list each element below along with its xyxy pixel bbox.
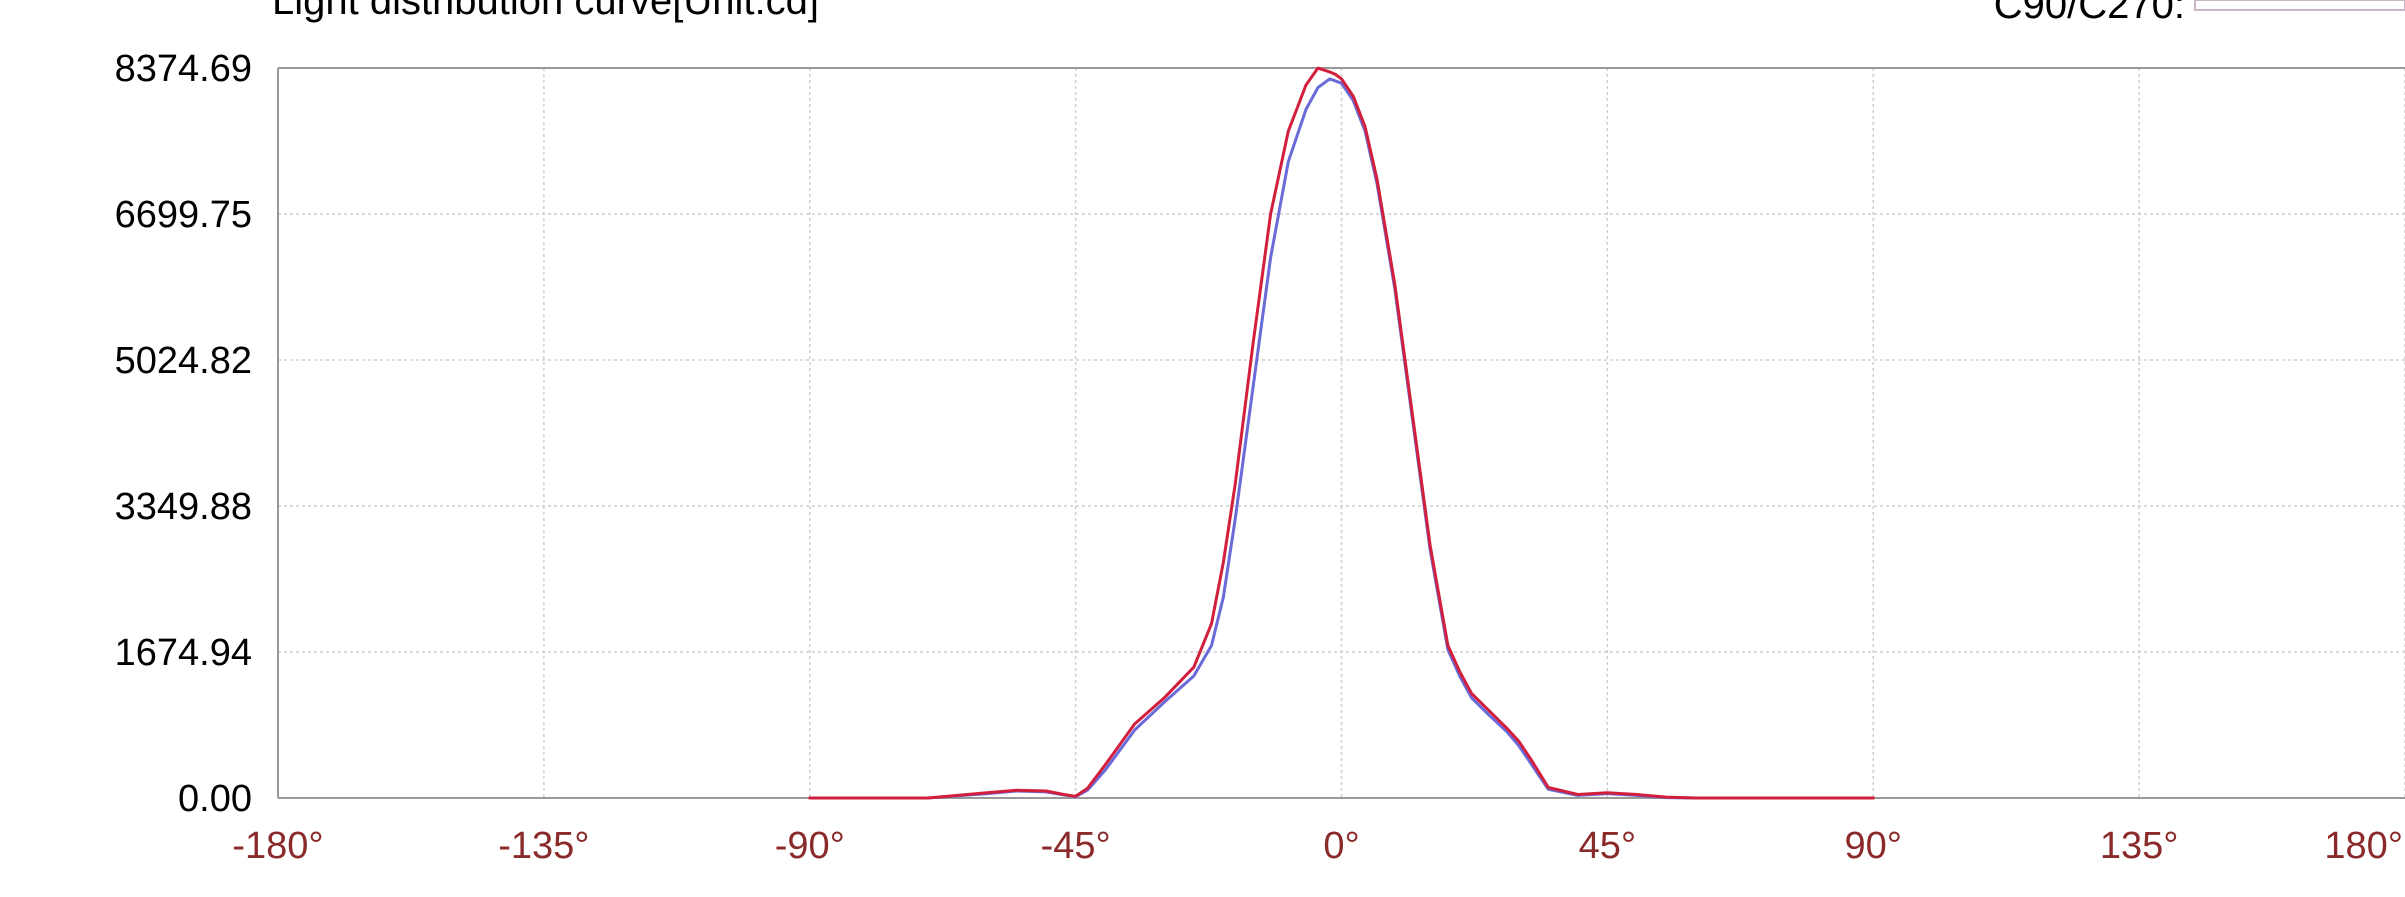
x-tick-label: 135° bbox=[2100, 825, 2179, 867]
y-tick-label: 5024.82 bbox=[115, 340, 252, 382]
x-tick-label: -180° bbox=[232, 825, 323, 867]
series-lines bbox=[808, 66, 1875, 800]
x-tick-label: 0° bbox=[1323, 825, 1359, 867]
series-line-0 bbox=[808, 66, 1875, 800]
y-tick-label: 3349.88 bbox=[115, 486, 252, 528]
legend-swatch bbox=[2194, 0, 2405, 11]
legend-label: C90/C270: bbox=[1994, 0, 2185, 27]
x-tick-label: 90° bbox=[1845, 825, 1902, 867]
series-line-1 bbox=[808, 77, 1875, 800]
y-tick-label: 6699.75 bbox=[115, 194, 252, 236]
x-tick-label: -45° bbox=[1041, 825, 1111, 867]
y-tick-label: 0.00 bbox=[178, 778, 252, 820]
y-tick-label: 1674.94 bbox=[115, 632, 252, 674]
y-tick-label: 8374.69 bbox=[115, 48, 252, 90]
grid bbox=[278, 68, 2405, 798]
chart-title: Light distribution curve[Unit:cd] bbox=[272, 0, 819, 23]
x-axis-ticks: -180° -135° -90° -45° 0° 45° 90° 135° 180° bbox=[232, 825, 2403, 867]
y-axis-ticks: 0.00 1674.94 3349.88 5024.82 6699.75 8374.69 bbox=[115, 48, 252, 820]
plot-axes bbox=[277, 67, 2405, 799]
x-tick-label: -90° bbox=[775, 825, 845, 867]
x-tick-label: 45° bbox=[1579, 825, 1636, 867]
x-tick-label: 180° bbox=[2324, 825, 2403, 867]
x-tick-label: -135° bbox=[498, 825, 589, 867]
